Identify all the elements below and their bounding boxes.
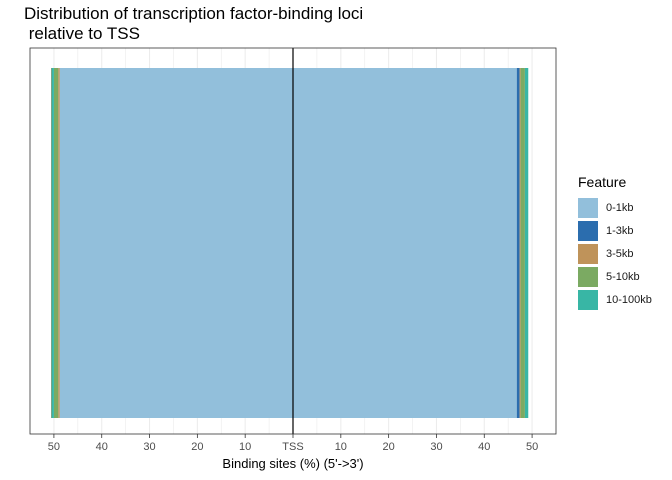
legend-title: Feature [578, 174, 627, 190]
x-tick-label: TSS [282, 441, 303, 453]
x-tick-label: 50 [526, 441, 538, 453]
legend-item: 0-1kb [578, 196, 652, 219]
bar-upstream-10-100kb [51, 68, 54, 418]
x-tick-label: 40 [96, 441, 108, 453]
bar-upstream-5-10kb [53, 68, 59, 418]
x-tick-label: 50 [48, 441, 60, 453]
legend-label: 10-100kb [606, 293, 652, 306]
chart-title: Distribution of transcription factor-bin… [24, 4, 364, 43]
legend-item: 5-10kb [578, 265, 652, 288]
legend-item: 3-5kb [578, 242, 652, 265]
legend-swatch [578, 289, 598, 310]
bar-downstream-5-10kb [520, 68, 525, 418]
legend-swatch [578, 266, 598, 287]
bar-upstream-0-1kb [59, 68, 293, 418]
bar-downstream-3-5kb [519, 68, 521, 418]
legend-label: 0-1kb [606, 201, 634, 214]
legend-label: 1-3kb [606, 224, 634, 237]
x-tick-label: 40 [478, 441, 490, 453]
legend-item: 10-100kb [578, 288, 652, 311]
x-tick-label: 10 [335, 441, 347, 453]
legend-swatch [578, 197, 598, 218]
bar-upstream-3-5kb [58, 68, 60, 418]
bar-downstream-0-1kb [293, 68, 517, 418]
legend: Feature 0-1kb 1-3kb 3-5kb 5-10kb 10-100kb [578, 174, 652, 311]
x-tick-label: 10 [239, 441, 251, 453]
legend-label: 3-5kb [606, 247, 634, 260]
legend-item: 1-3kb [578, 219, 652, 242]
legend-swatch [578, 220, 598, 241]
x-tick-label: 30 [430, 441, 442, 453]
x-tick-label: 20 [191, 441, 203, 453]
x-axis-label: Binding sites (%) (5'->3') [222, 456, 363, 471]
x-tick-label: 20 [383, 441, 395, 453]
bar-downstream-10-100kb [524, 68, 529, 418]
bar-downstream-1-3kb [516, 68, 520, 418]
x-tick-label: 30 [143, 441, 155, 453]
legend-label: 5-10kb [606, 270, 640, 283]
legend-swatch [578, 243, 598, 264]
